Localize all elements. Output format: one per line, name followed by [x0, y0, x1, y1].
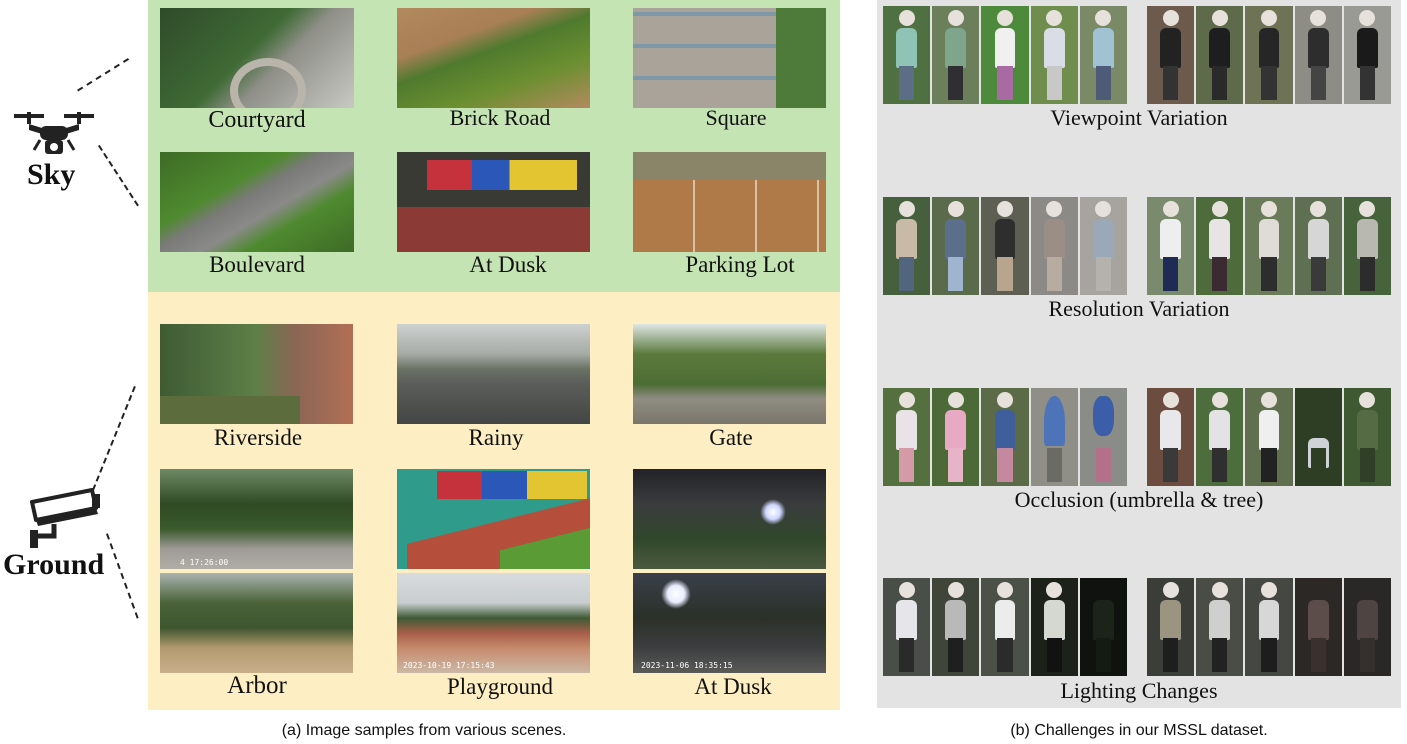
viewpoint-strip-right	[1147, 6, 1392, 104]
scene-label-gate: Gate	[709, 425, 753, 450]
caption-right: (b) Challenges in our MSSL dataset.	[1010, 722, 1268, 739]
cctv-camera-icon	[26, 488, 102, 552]
scene-image-rainy	[397, 324, 590, 424]
person-crop	[1147, 6, 1195, 104]
challenge-label-occlusion: Occlusion (umbrella & tree)	[1014, 487, 1264, 512]
challenge-label-lighting: Lighting Changes	[1060, 678, 1218, 703]
lighting-strip-right	[1147, 578, 1392, 676]
person-crop	[981, 578, 1029, 676]
scene-label-ground-at-dusk: At Dusk	[694, 674, 772, 699]
challenge-label-viewpoint: Viewpoint Variation	[1050, 105, 1228, 130]
person-crop	[1245, 578, 1293, 676]
timestamp: 2023-11-06 18:35:15	[641, 661, 733, 670]
caption-left: (a) Image samples from various scenes.	[281, 722, 567, 739]
person-crop	[883, 197, 931, 295]
scene-label-riverside: Riverside	[213, 425, 303, 450]
person-crop	[1147, 197, 1195, 295]
scene-label-boulevard: Boulevard	[209, 252, 305, 277]
person-crop	[1079, 578, 1128, 676]
person-crop	[932, 6, 980, 104]
person-crop	[883, 388, 931, 486]
person-crop	[1030, 6, 1078, 104]
scene-image-boulevard	[160, 152, 354, 252]
scene-label-arbor: Arbor	[227, 672, 287, 699]
scene-label-parking-lot: Parking Lot	[685, 252, 795, 277]
sky-label: Sky	[27, 158, 76, 191]
person-crop	[1294, 197, 1342, 295]
person-crop	[1196, 388, 1244, 486]
person-crop	[1030, 578, 1078, 676]
person-crop	[932, 578, 980, 676]
scene-image-gate	[633, 324, 826, 424]
scene-image-ground-at-dusk: 2023-11-06 18:35:15	[633, 573, 826, 673]
scene-label-sky-at-dusk: At Dusk	[469, 252, 547, 277]
viewpoint-strip-left	[883, 6, 1128, 104]
person-crop	[932, 388, 980, 486]
person-crop	[1245, 6, 1293, 104]
person-crop	[1196, 197, 1244, 295]
scene-label-square: Square	[705, 105, 767, 130]
person-crop	[932, 197, 980, 295]
occlusion-strip-left	[883, 388, 1128, 486]
person-crop	[1196, 6, 1244, 104]
person-crop	[1079, 6, 1128, 104]
drone-icon	[12, 104, 96, 162]
person-crop	[1147, 578, 1195, 676]
scene-image-ground-night	[633, 469, 826, 569]
person-crop	[883, 578, 931, 676]
scene-image-brick-road	[397, 8, 590, 108]
person-crop	[1294, 6, 1342, 104]
person-crop	[1343, 197, 1392, 295]
resolution-strip-left	[883, 197, 1128, 295]
person-crop	[1343, 578, 1392, 676]
challenge-label-resolution: Resolution Variation	[1048, 296, 1230, 321]
person-crop	[1245, 197, 1293, 295]
scene-image-stadium	[397, 469, 590, 569]
scene-label-rainy: Rainy	[468, 425, 524, 450]
scene-image-sky-at-dusk	[397, 152, 590, 252]
scene-image-ground-row2-left: 4 17:26:00	[160, 469, 353, 569]
scene-label-playground: Playground	[446, 674, 554, 699]
scene-image-playground: 2023-10-19 17:15:43	[397, 573, 590, 673]
person-crop	[1343, 388, 1392, 486]
scene-image-courtyard	[160, 8, 354, 108]
person-crop	[1245, 388, 1293, 486]
scene-label-courtyard: Courtyard	[208, 107, 306, 133]
person-crop	[1079, 197, 1128, 295]
person-crop	[1030, 197, 1078, 295]
person-crop	[1294, 388, 1342, 486]
person-crop	[1030, 388, 1078, 486]
person-crop	[981, 197, 1029, 295]
scene-image-square	[633, 8, 826, 108]
lighting-strip-left	[883, 578, 1128, 676]
person-crop	[1196, 578, 1244, 676]
ground-label: Ground	[3, 548, 105, 581]
occlusion-strip-right	[1147, 388, 1392, 486]
person-crop	[981, 388, 1029, 486]
person-crop	[883, 6, 931, 104]
person-crop	[1294, 578, 1342, 676]
person-crop	[1147, 388, 1195, 486]
resolution-strip-right	[1147, 197, 1392, 295]
scene-image-parking-lot	[633, 152, 826, 252]
person-crop	[1079, 388, 1128, 486]
scene-label-brick-road: Brick Road	[449, 105, 551, 130]
timestamp: 4 17:26:00	[180, 558, 229, 567]
scene-image-arbor	[160, 573, 353, 673]
timestamp: 2023-10-19 17:15:43	[403, 661, 495, 670]
scene-image-riverside	[160, 324, 353, 424]
person-crop	[1343, 6, 1392, 104]
person-crop	[981, 6, 1029, 104]
